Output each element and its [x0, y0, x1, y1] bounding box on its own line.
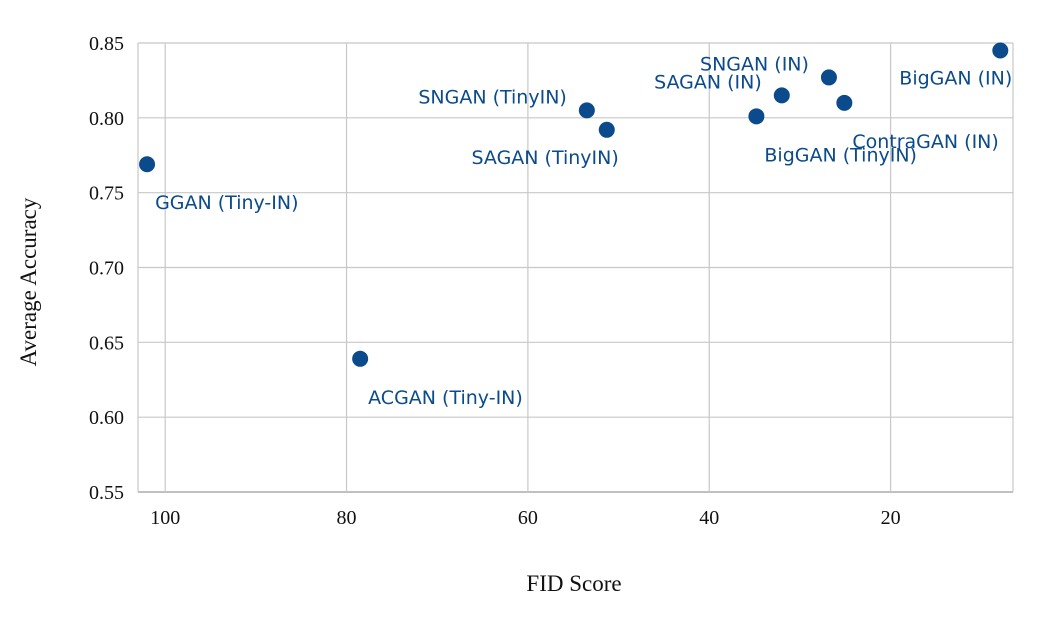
data-points — [139, 42, 1009, 367]
x-tick-label: 80 — [337, 507, 357, 529]
point-label: SAGAN (TinyIN) — [472, 147, 619, 169]
data-point — [352, 350, 369, 367]
y-tick-label: 0.85 — [89, 33, 124, 55]
data-point — [139, 156, 156, 173]
point-label: SNGAN (IN) — [700, 53, 809, 75]
x-tick-label: 40 — [699, 507, 719, 529]
data-point — [992, 42, 1009, 59]
data-point — [748, 108, 765, 125]
y-tick-label: 0.80 — [89, 108, 124, 130]
point-label: SAGAN (IN) — [654, 71, 762, 93]
data-point — [836, 94, 853, 111]
point-label: BigGAN (IN) — [899, 67, 1012, 89]
y-tick-label: 0.70 — [89, 258, 124, 280]
x-tick-label: 60 — [518, 507, 538, 529]
point-label: ACGAN (Tiny-IN) — [368, 387, 523, 409]
y-tick-label: 0.65 — [89, 332, 124, 354]
y-axis-ticks: 0.55 0.60 0.65 0.70 0.75 0.80 0.85 — [89, 33, 124, 504]
x-axis-ticks: 100 80 60 40 20 — [150, 507, 900, 529]
x-axis-title: FID Score — [526, 571, 621, 596]
data-point — [820, 69, 837, 86]
point-label: SNGAN (TinyIN) — [418, 86, 566, 108]
y-tick-label: 0.75 — [89, 183, 124, 205]
x-tick-label: 20 — [881, 507, 901, 529]
data-point — [578, 102, 595, 119]
y-axis-title: Average Accuracy — [16, 197, 41, 366]
x-tick-label: 100 — [150, 507, 180, 529]
data-point — [773, 87, 790, 104]
grid — [137, 42, 1014, 493]
point-label: ContraGAN (IN) — [852, 131, 998, 153]
y-tick-label: 0.55 — [89, 482, 124, 504]
y-tick-label: 0.60 — [89, 407, 124, 429]
data-point — [598, 121, 615, 138]
point-labels: GGAN (Tiny-IN) ACGAN (Tiny-IN) SNGAN (Tiny… — [155, 53, 1012, 408]
point-label: GGAN (Tiny-IN) — [155, 192, 298, 214]
point-label: BigGAN (TinyIN) — [764, 144, 917, 166]
